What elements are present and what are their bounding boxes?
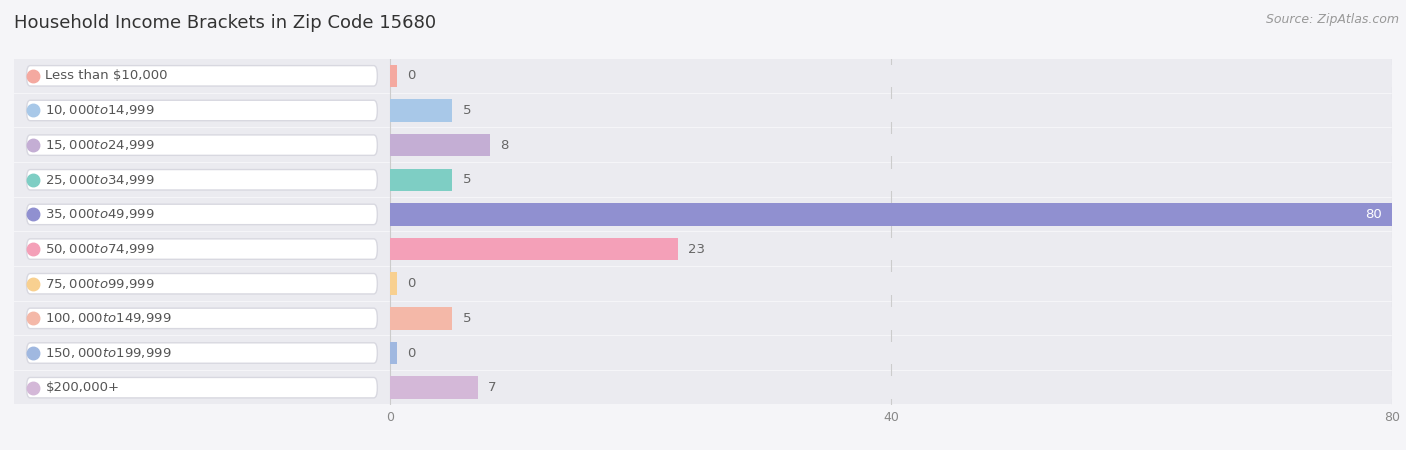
Bar [14, 163, 1392, 197]
Bar [389, 99, 453, 122]
Bar [389, 238, 1392, 261]
Text: $75,000 to $99,999: $75,000 to $99,999 [45, 277, 155, 291]
Bar [389, 203, 1392, 226]
Text: 5: 5 [463, 173, 471, 186]
Text: 0: 0 [408, 69, 416, 82]
Text: 23: 23 [688, 243, 704, 256]
Bar [389, 272, 1392, 295]
FancyBboxPatch shape [27, 239, 377, 259]
Text: Household Income Brackets in Zip Code 15680: Household Income Brackets in Zip Code 15… [14, 14, 436, 32]
Bar [14, 336, 1392, 370]
Bar [389, 168, 453, 191]
Bar [389, 134, 491, 157]
FancyBboxPatch shape [27, 274, 377, 294]
FancyBboxPatch shape [27, 343, 377, 363]
Bar [14, 267, 1392, 301]
Bar [389, 238, 678, 261]
Text: $50,000 to $74,999: $50,000 to $74,999 [45, 242, 155, 256]
Bar [389, 376, 1392, 399]
FancyBboxPatch shape [27, 135, 377, 155]
Text: 7: 7 [488, 381, 496, 394]
Text: 0: 0 [408, 277, 416, 290]
FancyBboxPatch shape [27, 100, 377, 121]
Bar [14, 198, 1392, 231]
Bar [389, 376, 478, 399]
FancyBboxPatch shape [27, 204, 377, 225]
FancyBboxPatch shape [27, 378, 377, 398]
Bar [389, 342, 398, 365]
Bar [389, 64, 1392, 87]
Bar [14, 302, 1392, 335]
Bar [389, 272, 398, 295]
Bar [14, 59, 1392, 93]
Bar [389, 64, 398, 87]
Text: 0: 0 [408, 346, 416, 360]
Bar [389, 168, 1392, 191]
Bar [14, 371, 1392, 405]
FancyBboxPatch shape [27, 66, 377, 86]
Text: 80: 80 [1365, 208, 1382, 221]
Text: Source: ZipAtlas.com: Source: ZipAtlas.com [1265, 14, 1399, 27]
Bar [14, 128, 1392, 162]
Bar [14, 94, 1392, 127]
Bar [389, 307, 453, 330]
FancyBboxPatch shape [27, 170, 377, 190]
Text: $150,000 to $199,999: $150,000 to $199,999 [45, 346, 172, 360]
Bar [389, 342, 1392, 365]
Bar [14, 232, 1392, 266]
Text: Less than $10,000: Less than $10,000 [45, 69, 167, 82]
Text: $15,000 to $24,999: $15,000 to $24,999 [45, 138, 155, 152]
Bar [389, 307, 1392, 330]
Bar [389, 99, 1392, 122]
Bar [389, 134, 1392, 157]
Bar [389, 203, 1392, 226]
Text: $100,000 to $149,999: $100,000 to $149,999 [45, 311, 172, 325]
FancyBboxPatch shape [27, 308, 377, 328]
Text: 8: 8 [501, 139, 509, 152]
Text: $200,000+: $200,000+ [45, 381, 120, 394]
Text: $35,000 to $49,999: $35,000 to $49,999 [45, 207, 155, 221]
Text: $25,000 to $34,999: $25,000 to $34,999 [45, 173, 155, 187]
Text: $10,000 to $14,999: $10,000 to $14,999 [45, 104, 155, 117]
Text: 5: 5 [463, 104, 471, 117]
Text: 5: 5 [463, 312, 471, 325]
